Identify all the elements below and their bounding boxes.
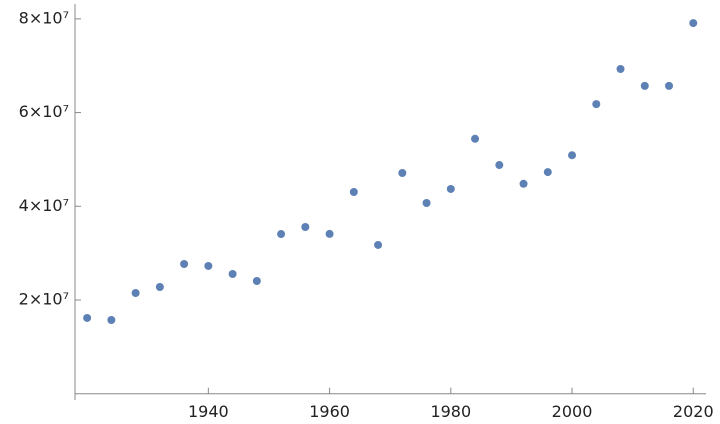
point (107, 315, 116, 324)
point (446, 184, 455, 193)
x-tick-label: 1940 (188, 402, 229, 421)
point (543, 168, 552, 177)
point (131, 289, 140, 298)
point (568, 151, 577, 160)
point (180, 260, 189, 269)
point (228, 269, 237, 278)
x-tick-label: 2000 (552, 402, 593, 421)
point (252, 277, 261, 286)
point (325, 229, 334, 238)
point (155, 283, 164, 292)
y-tick-label: 8×10⁷ (19, 8, 69, 27)
point (665, 81, 674, 90)
point (277, 230, 286, 239)
point (471, 134, 480, 143)
point (301, 222, 310, 231)
x-tick-label: 1960 (309, 402, 350, 421)
point (616, 64, 625, 73)
y-tick-label: 2×10⁷ (19, 289, 69, 308)
x-tick-label: 1980 (430, 402, 471, 421)
point (398, 169, 407, 178)
y-tick-label: 6×10⁷ (19, 102, 69, 121)
point (519, 179, 528, 188)
point (592, 100, 601, 109)
point (640, 81, 649, 90)
point (374, 240, 383, 249)
point (349, 187, 358, 196)
y-tick-label: 4×10⁷ (19, 196, 69, 215)
point (204, 261, 213, 270)
point (83, 313, 92, 322)
x-tick-label: 2020 (673, 402, 714, 421)
point (495, 161, 504, 170)
point (689, 19, 698, 28)
point (422, 198, 431, 207)
